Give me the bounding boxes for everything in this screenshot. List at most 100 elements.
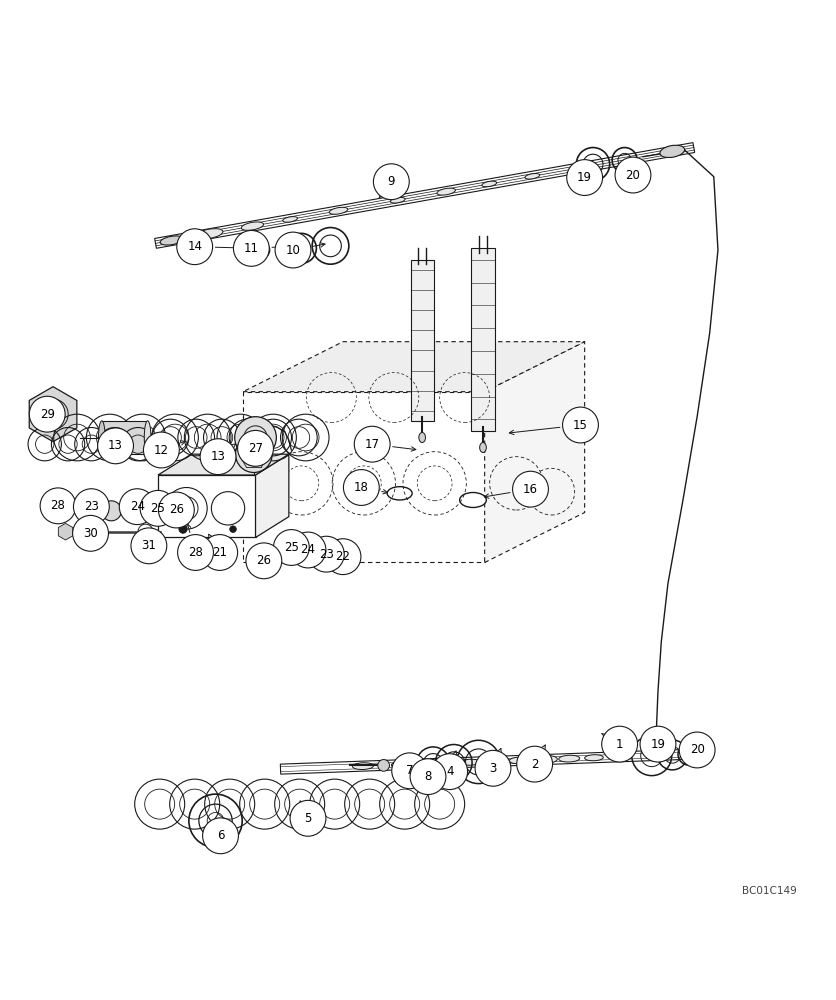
Polygon shape <box>158 454 289 475</box>
Bar <box>102 421 148 454</box>
Circle shape <box>679 732 715 768</box>
Circle shape <box>201 535 237 570</box>
Circle shape <box>74 489 110 525</box>
Text: 24: 24 <box>300 543 315 556</box>
Circle shape <box>235 417 277 458</box>
Ellipse shape <box>460 493 487 507</box>
Ellipse shape <box>390 197 405 203</box>
Text: 25: 25 <box>284 541 298 554</box>
Text: 28: 28 <box>188 546 203 559</box>
Circle shape <box>344 470 380 505</box>
Ellipse shape <box>196 229 223 239</box>
Ellipse shape <box>660 145 685 158</box>
Text: 19: 19 <box>650 738 665 751</box>
Bar <box>415 264 430 302</box>
Text: 4: 4 <box>446 765 453 778</box>
Ellipse shape <box>391 760 417 769</box>
Text: 8: 8 <box>425 770 431 783</box>
Circle shape <box>176 229 212 265</box>
Polygon shape <box>485 342 584 562</box>
Circle shape <box>374 164 410 200</box>
Text: 30: 30 <box>83 527 98 540</box>
Circle shape <box>120 489 155 525</box>
Ellipse shape <box>161 236 183 245</box>
Circle shape <box>325 539 361 575</box>
Text: 22: 22 <box>335 550 350 563</box>
Circle shape <box>378 760 390 771</box>
Polygon shape <box>155 143 695 248</box>
Text: 7: 7 <box>406 764 414 777</box>
Text: 1: 1 <box>616 738 624 751</box>
Circle shape <box>273 530 309 565</box>
Text: 31: 31 <box>141 539 156 552</box>
Circle shape <box>512 471 548 507</box>
Circle shape <box>202 818 238 854</box>
Circle shape <box>640 726 675 762</box>
Text: 20: 20 <box>690 743 705 756</box>
Text: 12: 12 <box>154 444 169 457</box>
Ellipse shape <box>353 763 374 770</box>
Ellipse shape <box>99 421 105 454</box>
Ellipse shape <box>461 759 480 765</box>
Circle shape <box>42 414 48 420</box>
Ellipse shape <box>509 757 530 764</box>
Circle shape <box>159 492 194 528</box>
Text: 13: 13 <box>211 450 226 463</box>
Circle shape <box>475 750 511 786</box>
Circle shape <box>179 525 187 533</box>
Text: BC01C149: BC01C149 <box>742 886 797 896</box>
Text: 5: 5 <box>304 812 312 825</box>
Text: 29: 29 <box>40 408 54 421</box>
Circle shape <box>179 511 191 522</box>
Text: 14: 14 <box>187 240 202 253</box>
Text: 10: 10 <box>286 244 300 257</box>
Circle shape <box>517 746 553 782</box>
Circle shape <box>354 426 390 462</box>
Text: 13: 13 <box>108 439 123 452</box>
Circle shape <box>40 488 76 524</box>
Ellipse shape <box>426 760 448 767</box>
Ellipse shape <box>242 222 263 230</box>
Text: 26: 26 <box>257 554 272 567</box>
Ellipse shape <box>419 433 426 443</box>
Circle shape <box>144 432 179 468</box>
Ellipse shape <box>612 755 625 759</box>
Text: 20: 20 <box>625 169 640 182</box>
Ellipse shape <box>558 755 579 762</box>
Circle shape <box>563 407 599 443</box>
Text: 15: 15 <box>573 419 588 432</box>
Circle shape <box>410 759 446 795</box>
Ellipse shape <box>532 755 558 764</box>
Text: 3: 3 <box>489 762 497 775</box>
Polygon shape <box>280 749 693 774</box>
Polygon shape <box>243 392 485 562</box>
Text: 25: 25 <box>150 502 166 515</box>
Ellipse shape <box>482 181 497 187</box>
Circle shape <box>615 157 651 193</box>
Circle shape <box>237 430 273 466</box>
Text: 9: 9 <box>388 175 395 188</box>
Text: 11: 11 <box>244 242 259 255</box>
Circle shape <box>73 515 109 551</box>
Ellipse shape <box>569 166 582 171</box>
Text: 23: 23 <box>84 500 99 513</box>
Polygon shape <box>256 454 289 537</box>
Polygon shape <box>29 387 77 442</box>
Circle shape <box>392 753 427 789</box>
Circle shape <box>131 528 167 564</box>
Ellipse shape <box>437 188 456 195</box>
Polygon shape <box>158 475 256 537</box>
Bar <box>410 260 434 421</box>
Circle shape <box>140 490 176 526</box>
Circle shape <box>602 726 638 762</box>
Text: 16: 16 <box>523 483 538 496</box>
Circle shape <box>233 230 269 266</box>
Text: 23: 23 <box>319 548 334 561</box>
Circle shape <box>101 501 121 521</box>
Circle shape <box>230 526 237 532</box>
Text: 17: 17 <box>364 438 380 451</box>
Polygon shape <box>243 342 584 392</box>
Circle shape <box>275 232 311 268</box>
Ellipse shape <box>283 217 298 222</box>
Circle shape <box>236 436 273 473</box>
